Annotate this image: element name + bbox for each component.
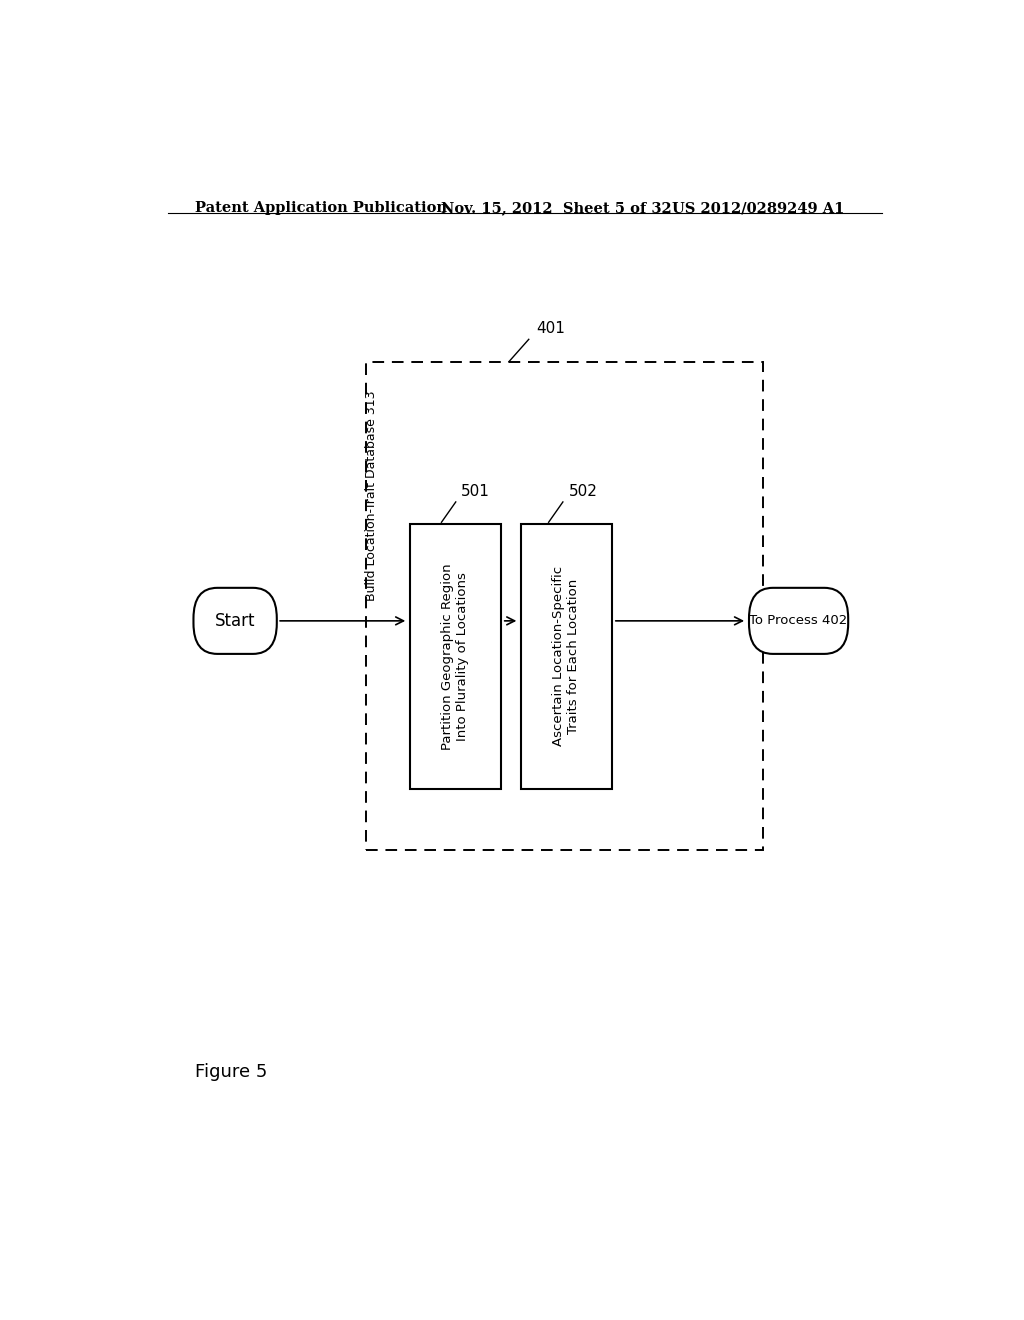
Text: Partition Geographic Region
Into Plurality of Locations: Partition Geographic Region Into Plurali… bbox=[441, 564, 469, 750]
Text: Figure 5: Figure 5 bbox=[196, 1064, 268, 1081]
FancyBboxPatch shape bbox=[749, 587, 848, 653]
Text: US 2012/0289249 A1: US 2012/0289249 A1 bbox=[672, 201, 844, 215]
Text: To Process 402: To Process 402 bbox=[750, 614, 848, 627]
Text: Patent Application Publication: Patent Application Publication bbox=[196, 201, 447, 215]
Text: Start: Start bbox=[215, 612, 255, 630]
Text: 501: 501 bbox=[461, 484, 490, 499]
Bar bbox=[410, 524, 501, 788]
Text: 401: 401 bbox=[537, 321, 565, 337]
Text: 502: 502 bbox=[568, 484, 597, 499]
Bar bbox=[521, 524, 612, 788]
Text: Ascertain Location-Specific
Traits for Each Location: Ascertain Location-Specific Traits for E… bbox=[553, 566, 581, 747]
Text: Build Location-Trait Database 313: Build Location-Trait Database 313 bbox=[366, 389, 378, 601]
Bar bbox=[367, 362, 763, 850]
FancyBboxPatch shape bbox=[194, 587, 276, 653]
Text: Nov. 15, 2012  Sheet 5 of 32: Nov. 15, 2012 Sheet 5 of 32 bbox=[441, 201, 672, 215]
